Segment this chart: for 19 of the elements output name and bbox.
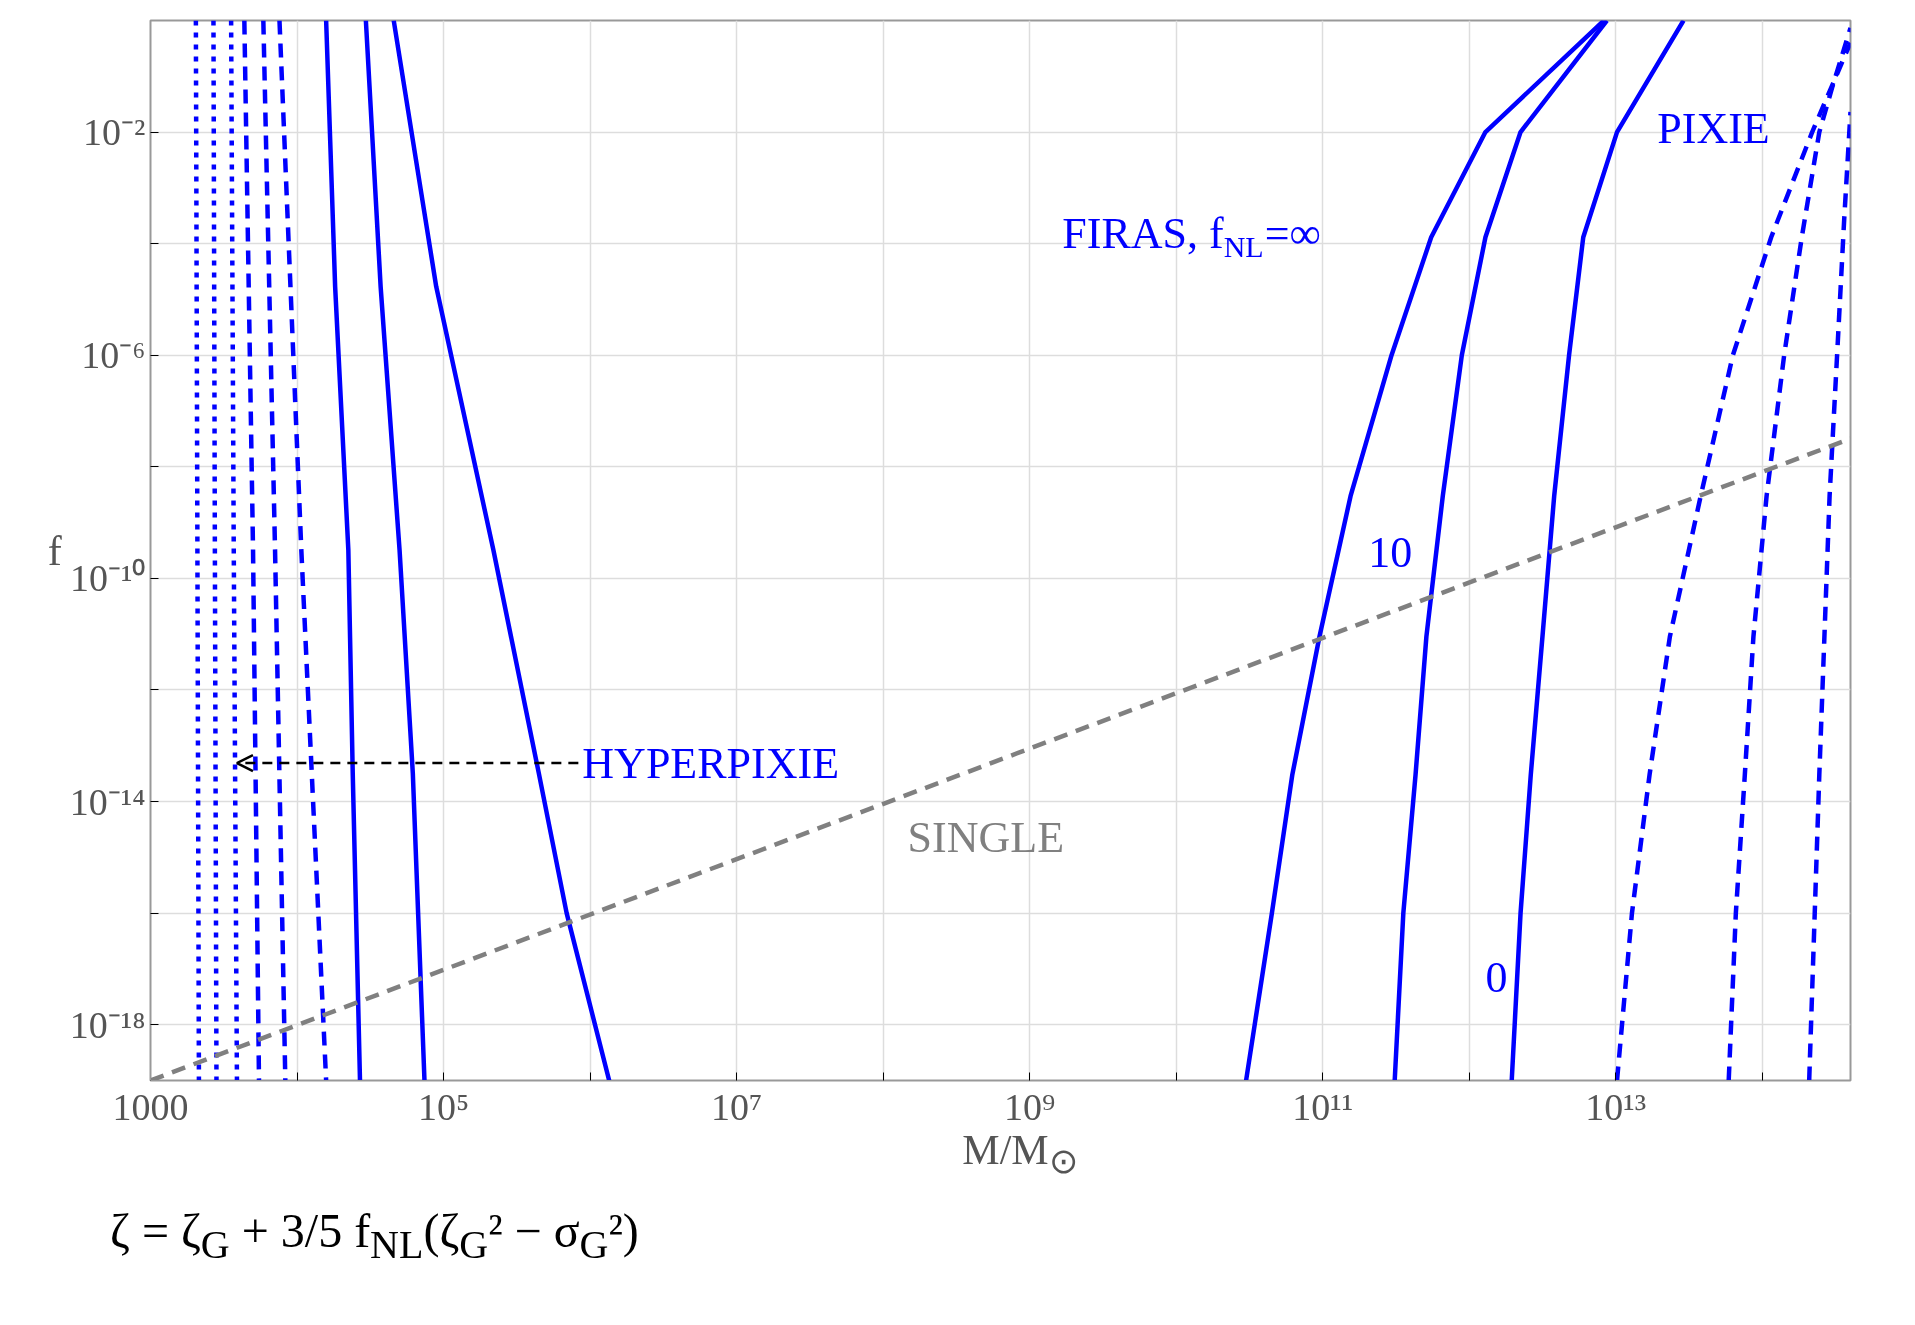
x-tick-label: 1000 <box>112 1085 189 1128</box>
annotation: 10 <box>1368 528 1413 578</box>
y-tick-label: 10⁻¹⁴ <box>69 780 146 823</box>
x-axis-title: M/M$_{⊙}$ <box>962 1126 1078 1184</box>
annotation: HYPERPIXIE <box>582 738 840 788</box>
annotation: SINGLE <box>907 813 1065 863</box>
annotation: PIXIE <box>1657 104 1770 154</box>
y-tick-label: 10⁻⁶ <box>81 334 146 377</box>
y-tick-label: 10⁻¹⁸ <box>69 1003 146 1046</box>
x-tick-label: 10⁷ <box>710 1085 763 1128</box>
annotation: 0 <box>1485 953 1508 1003</box>
x-tick-label: 10⁵ <box>417 1085 470 1128</box>
text: ζ = ζ$_{G}$ + 3/5 f$_{NL}$(ζ$_{G}$² − σ$_{G}$²) <box>110 1204 639 1267</box>
y-tick-label: 10⁻² <box>83 111 146 154</box>
x-tick-label: 10¹¹ <box>1292 1085 1354 1128</box>
x-tick-label: 10⁹ <box>1004 1085 1056 1128</box>
y-axis-title: f <box>47 527 62 574</box>
y-tick-label: 10⁻¹⁰ <box>70 557 146 600</box>
x-tick-label: 10¹³ <box>1585 1085 1647 1128</box>
